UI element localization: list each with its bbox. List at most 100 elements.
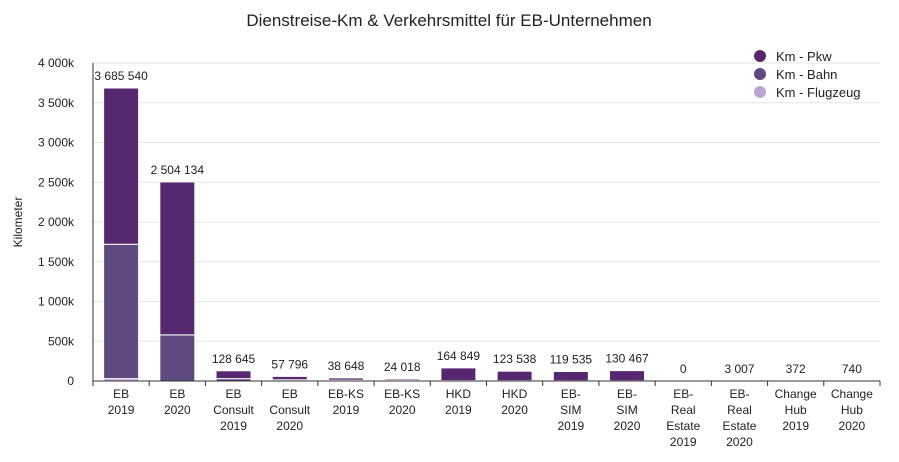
- legend-marker: [754, 68, 766, 80]
- y-axis-label: Kilometer: [11, 197, 25, 248]
- total-label: 130 467: [605, 352, 649, 366]
- x-tick-label: HKD 2019: [445, 387, 472, 417]
- total-label: 740: [842, 362, 862, 376]
- x-tick-label-line: Change: [775, 387, 817, 401]
- bar-segment: [496, 370, 533, 382]
- x-tick-label-line: 2020: [276, 419, 303, 433]
- x-tick-label-line: Real: [727, 403, 752, 417]
- x-tick-label: HKD 2020: [501, 387, 528, 417]
- total-label: 38 648: [328, 359, 365, 373]
- y-tick-label: 4 000k: [38, 56, 75, 70]
- total-label: 164 849: [437, 349, 481, 363]
- bar-segment: [103, 87, 140, 245]
- total-label: 2 504 134: [151, 163, 205, 177]
- y-tick-label: 0: [67, 374, 74, 388]
- x-tick-label-line: Hub: [841, 403, 863, 417]
- x-tick-label-line: 2020: [389, 403, 416, 417]
- y-tick-label: 2 500k: [38, 175, 75, 189]
- x-tick-label-line: 2019: [220, 419, 247, 433]
- x-tick-label-line: SIM: [616, 403, 637, 417]
- bar-segment: [215, 370, 252, 380]
- y-tick-label: 1 500k: [38, 255, 75, 269]
- x-tick-label: EB- SIM 2020: [614, 387, 641, 433]
- x-tick-label: EB- Real Estate 2019: [666, 387, 700, 449]
- total-label: 24 018: [384, 360, 421, 374]
- total-label: 0: [680, 362, 687, 376]
- x-tick-label-line: 2019: [445, 403, 472, 417]
- x-tick-label-line: HKD: [502, 387, 528, 401]
- legend-label: Km - Flugzeug: [776, 85, 861, 100]
- x-tick-label-line: 2020: [839, 419, 866, 433]
- x-tick-label-line: HKD: [446, 387, 472, 401]
- bars: [103, 87, 870, 382]
- bar-segment: [384, 378, 421, 382]
- x-tick-label: Change Hub 2019: [775, 387, 817, 433]
- bar-segment: [103, 243, 140, 380]
- total-labels: 3 685 540 2 504 134 128 645 57 796 38 648 24 …: [94, 69, 862, 376]
- x-tick-label-line: EB: [226, 387, 242, 401]
- legend-marker: [754, 86, 766, 98]
- total-label: 119 535: [550, 352, 593, 366]
- x-tick-label-line: 2019: [333, 403, 360, 417]
- legend-label: Km - Pkw: [776, 49, 832, 64]
- y-tick-label: 500k: [48, 334, 75, 348]
- x-tick-label-line: Real: [671, 403, 696, 417]
- x-tick-label-line: Estate: [722, 419, 756, 433]
- y-axis-ticks: 0 500k 1 000k 1 500k 2 000k 2 500k 3 000k 3 500…: [38, 56, 75, 388]
- y-tick-label: 3 500k: [38, 96, 75, 110]
- legend: Km - Pkw Km - Bahn Km - Flugzeug: [754, 49, 861, 100]
- legend-marker: [754, 50, 766, 62]
- bar-segment: [609, 370, 646, 382]
- x-tick-label-line: Estate: [666, 419, 700, 433]
- x-tick-label: EB Consult 2019: [213, 387, 254, 433]
- total-label: 3 685 540: [94, 69, 148, 83]
- total-label: 3 007: [724, 362, 754, 376]
- x-tick-label-line: 2020: [614, 419, 641, 433]
- x-tick-label-line: 2019: [670, 435, 697, 449]
- legend-label: Km - Bahn: [776, 67, 837, 82]
- x-tick-label-line: EB: [282, 387, 298, 401]
- bar-segment: [271, 375, 308, 381]
- bar-segment: [440, 367, 477, 382]
- x-tick-label-line: EB-: [673, 387, 693, 401]
- x-tick-label-line: 2019: [108, 403, 135, 417]
- x-tick-label-line: EB-KS: [384, 387, 420, 401]
- x-tick-label-line: EB: [113, 387, 129, 401]
- x-tick-label-line: EB: [169, 387, 185, 401]
- grid-lines: [93, 62, 880, 342]
- x-tick-label-line: EB-KS: [328, 387, 364, 401]
- x-tick-label-line: 2020: [726, 435, 753, 449]
- y-tick-label: 3 000k: [38, 136, 75, 150]
- x-tick-label: EB-KS 2020: [384, 387, 420, 417]
- total-label: 372: [786, 362, 806, 376]
- x-tick-label-line: Change: [831, 387, 873, 401]
- total-label: 123 538: [493, 352, 537, 366]
- x-tick-label-line: 2019: [557, 419, 584, 433]
- x-tick-label-line: EB-: [561, 387, 581, 401]
- x-tick-label: EB-KS 2019: [328, 387, 364, 417]
- x-tick-label-line: SIM: [560, 403, 581, 417]
- total-label: 57 796: [271, 357, 308, 371]
- x-tick-label-line: 2020: [164, 403, 191, 417]
- bar-segment: [327, 377, 364, 381]
- x-tick-label: EB- Real Estate 2020: [722, 387, 756, 449]
- y-tick-label: 1 000k: [38, 295, 75, 309]
- x-tick-label: EB Consult 2020: [269, 387, 310, 433]
- total-label: 128 645: [212, 352, 256, 366]
- x-tick-label: EB- SIM 2019: [557, 387, 584, 433]
- bar-segment: [159, 334, 196, 382]
- x-tick-label: EB 2020: [164, 387, 191, 417]
- x-tick-label-line: Hub: [785, 403, 807, 417]
- x-tick-label-line: 2019: [782, 419, 809, 433]
- chart-title: Dienstreise-Km & Verkehrsmittel für EB-U…: [246, 11, 651, 30]
- x-tick-label-line: 2020: [501, 403, 528, 417]
- x-tick-label-line: EB-: [729, 387, 749, 401]
- x-tick-label: Change Hub 2020: [831, 387, 873, 433]
- axes: [92, 63, 881, 386]
- y-tick-label: 2 000k: [38, 215, 75, 229]
- x-tick-label: EB 2019: [108, 387, 135, 417]
- x-tick-label-line: EB-: [617, 387, 637, 401]
- bar-segment: [552, 370, 589, 382]
